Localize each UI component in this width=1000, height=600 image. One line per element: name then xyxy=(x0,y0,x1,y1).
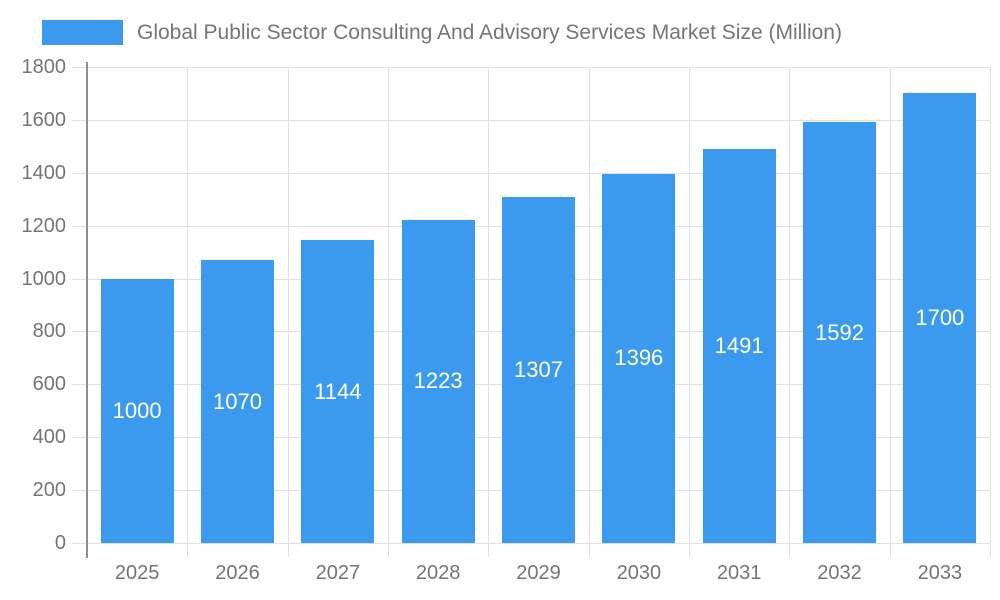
v-gridline xyxy=(388,67,389,557)
v-gridline xyxy=(589,67,590,557)
y-tick-label: 1000 xyxy=(21,268,67,290)
bar-value-label: 1592 xyxy=(815,319,864,345)
h-gridline xyxy=(72,120,990,121)
bar xyxy=(100,278,174,543)
bar xyxy=(602,173,676,543)
v-gridline xyxy=(187,67,188,557)
x-tick-label: 2029 xyxy=(516,562,561,584)
x-tick-label: 2025 xyxy=(114,562,160,584)
y-tick-label: 600 xyxy=(32,373,66,395)
y-tick-label: 0 xyxy=(54,532,66,554)
y-tick-label: 1600 xyxy=(21,109,67,131)
y-tick-label: 1800 xyxy=(21,56,67,78)
y-tick-label: 1400 xyxy=(21,162,67,184)
bar-value-label: 1491 xyxy=(714,332,764,358)
bar xyxy=(702,148,776,543)
bar-value-label: 1307 xyxy=(514,357,563,383)
v-gridline xyxy=(488,67,489,557)
bar xyxy=(803,122,876,543)
x-tick-label: 2031 xyxy=(716,562,762,584)
y-tick-label: 1200 xyxy=(21,215,67,237)
x-tick-label: 2030 xyxy=(616,562,662,584)
bar xyxy=(301,240,375,543)
h-gridline xyxy=(72,173,990,174)
v-gridline xyxy=(890,67,891,557)
bar xyxy=(201,260,274,543)
legend-swatch xyxy=(42,20,123,45)
x-tick-label: 2033 xyxy=(917,562,963,584)
bar-value-label: 1396 xyxy=(614,345,664,371)
legend-label: Global Public Sector Consulting And Advi… xyxy=(137,21,842,44)
bar xyxy=(903,93,977,543)
bar-value-label: 1223 xyxy=(413,368,463,394)
x-tick-label: 2028 xyxy=(415,562,461,584)
y-tick-label: 400 xyxy=(32,426,66,448)
bar-value-label: 1070 xyxy=(213,388,262,414)
y-axis-line xyxy=(86,62,88,558)
bar-value-label: 1700 xyxy=(915,305,965,331)
bar xyxy=(502,197,575,543)
x-tick-label: 2026 xyxy=(215,562,260,584)
v-gridline xyxy=(288,67,289,557)
bar-value-label: 1000 xyxy=(112,397,162,423)
v-gridline xyxy=(789,67,790,557)
x-tick-label: 2032 xyxy=(817,562,862,584)
bar xyxy=(401,219,475,543)
v-gridline xyxy=(689,67,690,557)
legend: Global Public Sector Consulting And Advi… xyxy=(42,20,842,45)
v-gridline xyxy=(990,67,991,557)
x-tick-label: 2027 xyxy=(315,562,361,584)
h-gridline xyxy=(72,543,990,544)
y-tick-label: 800 xyxy=(32,320,66,342)
y-tick-label: 200 xyxy=(32,479,66,501)
bar-value-label: 1144 xyxy=(314,378,362,404)
h-gridline xyxy=(72,67,990,68)
